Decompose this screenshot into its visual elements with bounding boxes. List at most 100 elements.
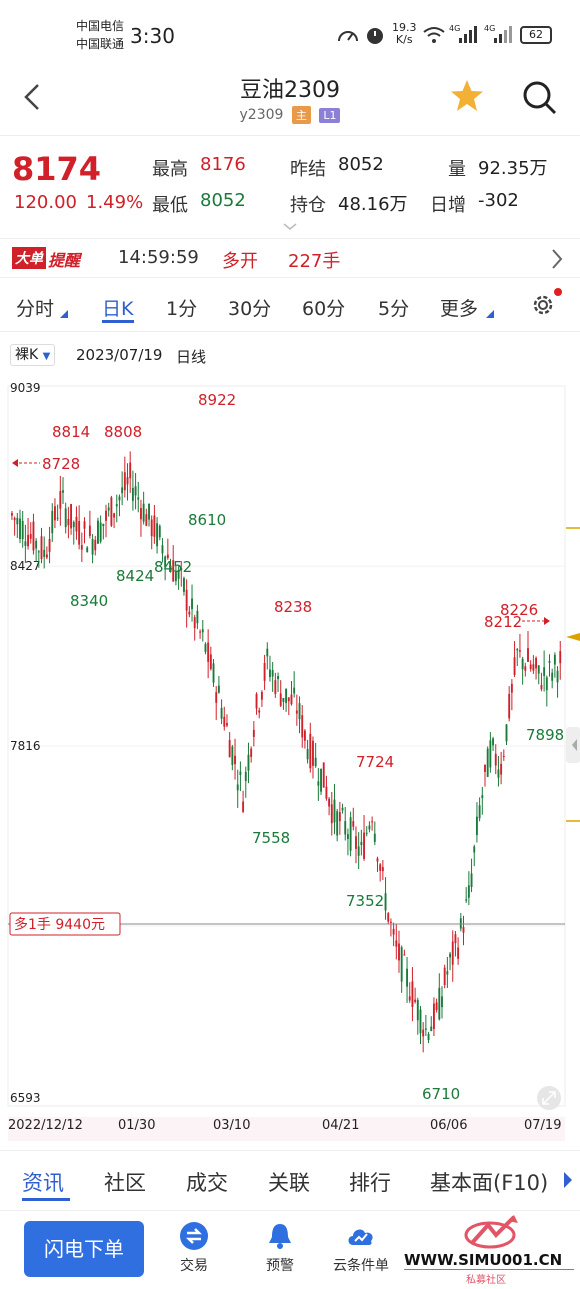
candle-body bbox=[266, 648, 269, 657]
candle-body bbox=[513, 657, 516, 675]
candle-body bbox=[113, 513, 116, 518]
large-order-alert[interactable]: 大单 提醒 14:59:59 多开 227手 bbox=[0, 238, 580, 278]
open-interest-label: 持仓 bbox=[290, 195, 326, 216]
candles bbox=[11, 451, 562, 1053]
tab-community[interactable]: 社区 bbox=[104, 1171, 146, 1195]
candle-body bbox=[379, 864, 382, 871]
candle-body bbox=[314, 757, 317, 767]
candle-body bbox=[290, 694, 293, 705]
candle-body bbox=[212, 663, 215, 683]
alert-button[interactable]: 预警 bbox=[258, 1221, 302, 1275]
candle-body bbox=[435, 1002, 438, 1011]
candle-body bbox=[398, 943, 400, 961]
tab-period-1[interactable]: 日K bbox=[102, 298, 134, 320]
y-tick-label: 9039 bbox=[10, 381, 41, 395]
candle-body bbox=[384, 893, 387, 911]
candle-body bbox=[107, 507, 110, 511]
candle-body bbox=[201, 629, 204, 633]
candle-body bbox=[518, 650, 521, 652]
star-icon[interactable] bbox=[448, 78, 486, 114]
candle-body bbox=[368, 825, 371, 830]
bell-icon bbox=[269, 1224, 291, 1249]
kline-mode-select[interactable]: 裸K ▼ bbox=[10, 344, 56, 366]
candle-body bbox=[387, 913, 390, 922]
tab-fundamentals[interactable]: 基本面(F10) bbox=[430, 1171, 549, 1195]
x-tick-2: 03/10 bbox=[213, 1118, 251, 1133]
candle-body bbox=[419, 1009, 422, 1034]
tab-period-5[interactable]: 5分 bbox=[378, 298, 410, 320]
candle-body bbox=[51, 510, 54, 534]
candle-body bbox=[105, 510, 107, 521]
candle-body bbox=[21, 520, 24, 540]
x-tick-5: 07/19 bbox=[524, 1118, 562, 1133]
high-annotation: 8922 bbox=[198, 391, 236, 409]
candle-body bbox=[336, 811, 339, 836]
candle-body bbox=[459, 918, 462, 929]
candle-body bbox=[250, 748, 253, 757]
candle-body bbox=[11, 513, 13, 516]
level-tag: L1 bbox=[319, 107, 341, 123]
candle-body bbox=[527, 648, 529, 662]
trade-button[interactable]: 交易 bbox=[172, 1221, 216, 1275]
kline-mode-value: 裸K bbox=[15, 347, 39, 363]
candle-body bbox=[35, 540, 38, 549]
candle-body bbox=[70, 504, 73, 529]
cloud-order-button[interactable]: 云条件单 bbox=[326, 1221, 396, 1275]
alert-badge-remind: 提醒 bbox=[48, 251, 81, 270]
tab-period-3[interactable]: 30分 bbox=[228, 298, 272, 320]
candle-body bbox=[540, 684, 543, 690]
candle-body bbox=[492, 738, 494, 746]
chart-date: 2023/07/19 bbox=[76, 346, 163, 364]
candle-body bbox=[408, 996, 411, 1001]
candle-body bbox=[293, 687, 296, 694]
candle-body bbox=[486, 748, 489, 777]
tab-related[interactable]: 关联 bbox=[268, 1171, 310, 1195]
tab-period-0[interactable]: 分时 bbox=[16, 298, 55, 320]
signal-label-1: 4G bbox=[449, 24, 461, 33]
settings-gear-icon[interactable] bbox=[530, 292, 556, 318]
flash-order-button[interactable]: 闪电下单 bbox=[24, 1221, 144, 1277]
marker-right-arrow-icon bbox=[544, 617, 550, 625]
candle-body bbox=[123, 472, 126, 491]
speedometer-icon bbox=[338, 31, 358, 42]
contract-code: y2309 bbox=[239, 107, 284, 123]
expand-chevron-icon[interactable] bbox=[282, 222, 298, 232]
candle-body bbox=[72, 522, 75, 528]
back-icon[interactable] bbox=[22, 82, 44, 112]
dropdown-corner-icon bbox=[60, 310, 68, 318]
candlestick-chart[interactable]: 9039842778167205659388148808892282387724… bbox=[0, 375, 580, 1145]
signal-icon-2 bbox=[494, 26, 512, 43]
candle-body bbox=[548, 661, 551, 663]
candle-body bbox=[516, 649, 519, 651]
candle-body bbox=[97, 520, 99, 544]
alert-label: 预警 bbox=[266, 1258, 294, 1274]
tab-ranking[interactable]: 排行 bbox=[349, 1171, 391, 1195]
candle-body bbox=[269, 669, 271, 678]
position-badge bbox=[9, 912, 121, 936]
tab-trades[interactable]: 成交 bbox=[186, 1171, 228, 1195]
high-annotation: 8238 bbox=[274, 598, 312, 616]
battery-indicator: 62 bbox=[520, 26, 552, 44]
candle-body bbox=[441, 996, 443, 1008]
candle-body bbox=[258, 710, 261, 713]
search-icon[interactable] bbox=[520, 78, 558, 116]
candle-body bbox=[406, 968, 408, 987]
candle-body bbox=[80, 545, 83, 550]
tab-period-6[interactable]: 更多 bbox=[440, 298, 479, 320]
scroll-right-icon[interactable] bbox=[562, 1170, 574, 1190]
high-value: 8176 bbox=[200, 154, 246, 175]
candle-body bbox=[416, 1000, 419, 1021]
candle-body bbox=[330, 804, 333, 824]
candle-body bbox=[255, 693, 258, 709]
tab-news[interactable]: 资讯 bbox=[22, 1171, 64, 1195]
candle-body bbox=[43, 549, 46, 557]
tab-period-2[interactable]: 1分 bbox=[166, 298, 198, 320]
net-speed-value: 19.3 bbox=[392, 21, 417, 34]
candle-body bbox=[338, 812, 341, 822]
main-contract-tag: 主 bbox=[291, 106, 311, 124]
candle-body bbox=[381, 867, 384, 872]
candle-body bbox=[295, 710, 298, 714]
candle-body bbox=[234, 755, 236, 765]
candle-body bbox=[83, 521, 86, 529]
tab-period-4[interactable]: 60分 bbox=[302, 298, 346, 320]
